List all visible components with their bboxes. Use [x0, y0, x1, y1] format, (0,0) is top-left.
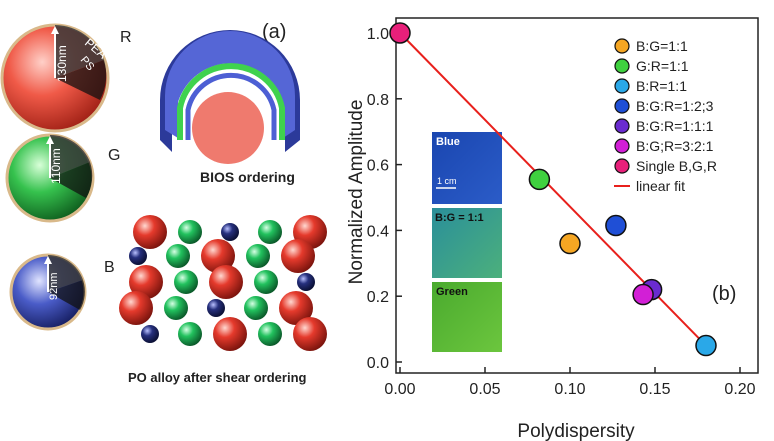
lattice-ball	[133, 215, 167, 249]
inset-photos: Blue B:G = 1:1 Green 1 cm	[432, 132, 502, 352]
lattice-ball	[174, 270, 198, 294]
tile-green	[432, 282, 502, 352]
chart: 0.00 0.05 0.10 0.15 0.20 0.0 0.2 0.4 0.6 0.8 1.0 N…	[346, 17, 759, 441]
data-point	[528, 168, 551, 191]
legend-marker	[614, 78, 630, 94]
lattice-ball	[281, 239, 315, 273]
lattice-ball	[258, 220, 282, 244]
alloy-caption: PO alloy after shear ordering	[128, 370, 307, 385]
lattice-ball	[178, 322, 202, 346]
lattice-ball	[141, 325, 159, 343]
lattice-ball	[129, 247, 147, 265]
lattice-ball	[119, 291, 153, 325]
lattice-ball	[293, 317, 327, 351]
y-axis-label: Normalized Amplitude	[346, 100, 367, 285]
green-letter: G	[108, 147, 120, 164]
data-point	[695, 334, 717, 357]
tile-mix	[432, 208, 502, 278]
y-tick-label: 0.8	[367, 92, 389, 109]
plot-frame	[395, 17, 759, 374]
y-tick-label: 0.0	[367, 355, 389, 372]
lattice-ball	[207, 299, 225, 317]
legend-marker	[614, 98, 630, 114]
lattice-ball	[201, 239, 235, 273]
x-tick-label: 0.20	[724, 381, 755, 398]
blue-sphere-icon	[9, 253, 87, 331]
legend-marker	[614, 158, 630, 174]
tile-blue	[432, 132, 502, 204]
axis-ticks: 0.00 0.05 0.10 0.15 0.20 0.0 0.2 0.4 0.6 0.8 1.0	[367, 26, 756, 398]
lattice-ball	[129, 265, 163, 299]
tile-blue-label: Blue	[436, 136, 460, 148]
legend-label: B:G;R=3:2:1	[636, 138, 714, 154]
blue-size-label: 92nm	[48, 272, 60, 300]
green-sphere-icon	[5, 133, 95, 223]
x-tick-label: 0.10	[554, 381, 585, 398]
legend: B:G=1:1 G:R=1:1 B:R=1:1 B:G:R=1:2;3 B:G:R=1:…	[614, 38, 717, 194]
y-tick-label: 1.0	[367, 26, 389, 43]
lattice-ball	[254, 270, 278, 294]
red-sphere-icon	[0, 23, 110, 133]
lattice-ball	[178, 220, 202, 244]
legend-label: B:G:R=1:2;3	[636, 98, 714, 114]
legend-marker	[614, 58, 630, 74]
legend-label: B:R=1:1	[636, 78, 687, 94]
legend-label: B:G=1:1	[636, 38, 688, 54]
scale-bar-label: 1 cm	[437, 176, 457, 186]
lattice-ball	[244, 296, 268, 320]
green-size-label: 110nm	[49, 148, 63, 184]
legend-marker	[614, 38, 630, 54]
lattice-ball	[221, 223, 239, 241]
red-letter: R	[120, 29, 132, 46]
bios-arch-icon	[160, 30, 300, 164]
legend-label: G:R=1:1	[636, 58, 689, 74]
panel-b-label: (b)	[712, 283, 736, 305]
data-point	[605, 214, 627, 237]
alloy-lattice-icon	[119, 215, 327, 351]
tile-mix-label: B:G = 1:1	[435, 212, 484, 224]
lattice-ball	[166, 244, 190, 268]
legend-label: Single B,G,R	[636, 158, 717, 174]
data-point	[632, 283, 654, 306]
panel-a: 130nm PEA PS R 110nm G 92nm B (a)	[0, 21, 327, 385]
legend-marker	[614, 138, 630, 154]
bios-caption: BIOS ordering	[200, 169, 295, 185]
data-point	[389, 22, 411, 44]
red-size-label: 130nm	[55, 45, 69, 82]
lattice-ball	[258, 322, 282, 346]
lattice-ball	[297, 273, 315, 291]
x-tick-label: 0.00	[384, 381, 415, 398]
y-tick-label: 0.2	[367, 289, 389, 306]
legend-label: B:G:R=1:1:1	[636, 118, 714, 134]
lattice-ball	[279, 291, 313, 325]
lattice-ball	[213, 317, 247, 351]
data-points	[389, 22, 717, 357]
legend-marker	[614, 118, 630, 134]
blue-letter: B	[104, 259, 115, 276]
panel-a-label: (a)	[262, 21, 286, 43]
y-tick-label: 0.4	[367, 223, 389, 240]
lattice-ball	[246, 244, 270, 268]
x-axis-label: Polydispersity	[517, 421, 635, 441]
lattice-ball	[164, 296, 188, 320]
legend-label: linear fit	[636, 178, 685, 194]
data-point	[559, 232, 581, 255]
lattice-ball	[209, 265, 243, 299]
x-tick-label: 0.05	[469, 381, 500, 398]
tile-green-label: Green	[436, 286, 468, 298]
x-tick-label: 0.15	[639, 381, 670, 398]
y-tick-label: 0.6	[367, 158, 389, 175]
